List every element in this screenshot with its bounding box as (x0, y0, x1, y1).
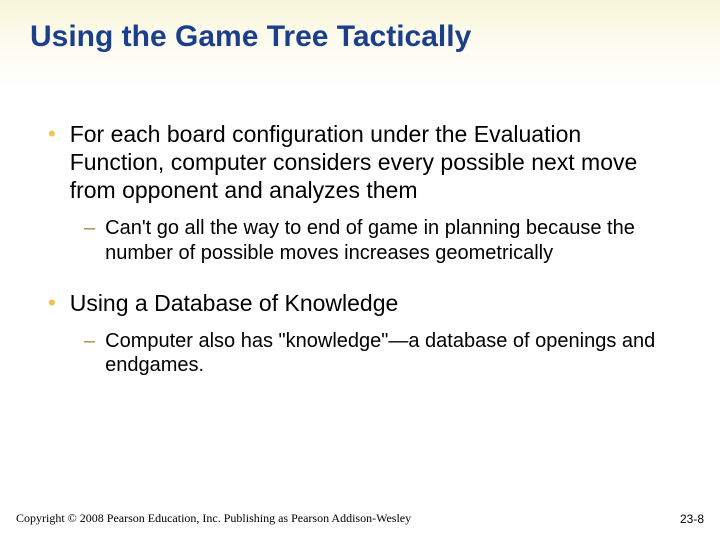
sub-bullet-item: – Computer also has "knowledge"—a databa… (84, 329, 672, 378)
page-number: 23-8 (680, 512, 704, 526)
copyright-text: Copyright © 2008 Pearson Education, Inc.… (16, 511, 411, 526)
header-band: Using the Game Tree Tactically (0, 0, 720, 90)
sub-bullet-text: Computer also has "knowledge"—a database… (105, 329, 672, 378)
dash-marker-icon: – (84, 329, 95, 353)
bullet-item: • For each board configuration under the… (48, 120, 672, 204)
sub-bullet-item: – Can't go all the way to end of game in… (84, 216, 672, 265)
bullet-item: • Using a Database of Knowledge (48, 289, 672, 317)
dash-marker-icon: – (84, 216, 95, 240)
bullet-marker-icon: • (48, 120, 56, 148)
sub-bullet-text: Can't go all the way to end of game in p… (105, 216, 672, 265)
bullet-text: Using a Database of Knowledge (70, 289, 399, 317)
bullet-marker-icon: • (48, 289, 56, 317)
slide-body: • For each board configuration under the… (0, 90, 720, 378)
slide-title: Using the Game Tree Tactically (30, 20, 690, 54)
bullet-text: For each board configuration under the E… (70, 120, 672, 204)
slide-footer: Copyright © 2008 Pearson Education, Inc.… (16, 511, 704, 526)
